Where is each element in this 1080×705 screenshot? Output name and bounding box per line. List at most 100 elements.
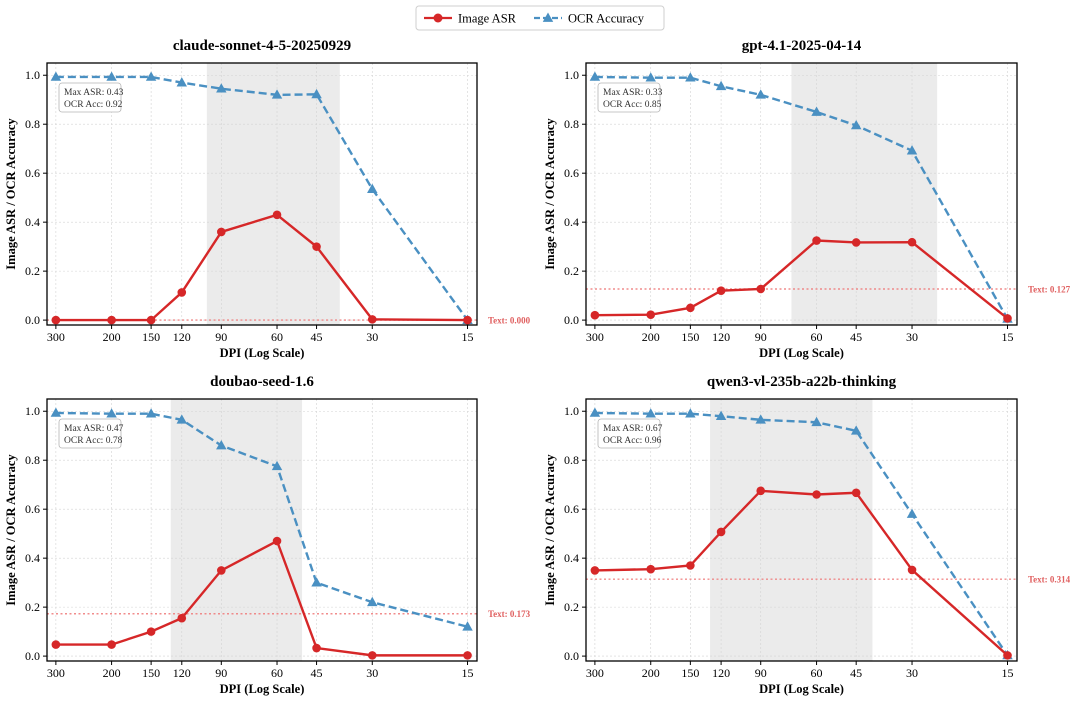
x-tick-label: 15 bbox=[1001, 666, 1013, 680]
x-tick-label: 45 bbox=[850, 330, 862, 344]
x-tick-label: 300 bbox=[586, 330, 604, 344]
chart-title: gpt-4.1-2025-04-14 bbox=[742, 38, 862, 54]
ocr-accuracy-point bbox=[906, 508, 918, 518]
stats-annotation: Max ASR: 0.33 OCR Acc: 0.85 bbox=[597, 82, 663, 113]
image-asr-point bbox=[51, 640, 61, 649]
x-tick-label: 45 bbox=[311, 330, 323, 344]
image-asr-point bbox=[1003, 651, 1012, 660]
ocr-accuracy-point bbox=[106, 71, 117, 81]
image-asr-point bbox=[590, 310, 600, 320]
ocr-accuracy-point bbox=[367, 183, 378, 193]
x-tick-label: 150 bbox=[681, 666, 699, 680]
ocr-accuracy-point bbox=[755, 414, 766, 424]
y-tick-label: 0.0 bbox=[25, 313, 40, 327]
ocr-accuracy-point bbox=[850, 425, 862, 435]
stats-annotation: Max ASR: 0.43 OCR Acc: 0.92 bbox=[58, 82, 124, 113]
y-tick-label: 0.0 bbox=[564, 649, 579, 663]
ocr-accuracy-point bbox=[145, 408, 157, 418]
image-asr-point bbox=[590, 566, 600, 575]
x-tick-label: 200 bbox=[642, 666, 660, 680]
legend-marker bbox=[542, 12, 554, 22]
x-axis-label: DPI (Log Scale) bbox=[759, 346, 844, 360]
y-tick-label: 0.2 bbox=[25, 264, 40, 278]
image-asr-point bbox=[367, 651, 377, 660]
chart-panel: Text: 0.173 Max ASR: 0.47 OCR Acc: 0.78 0.0… bbox=[4, 374, 531, 696]
shaded-region bbox=[170, 399, 303, 661]
legend-entry: OCR Accuracy bbox=[534, 12, 645, 26]
legend-marker bbox=[433, 13, 443, 23]
image-asr-point bbox=[907, 565, 917, 575]
image-asr-point bbox=[756, 486, 766, 496]
image-asr-point bbox=[107, 640, 116, 649]
x-tick-label: 45 bbox=[311, 666, 323, 680]
ocr-accuracy-point bbox=[216, 440, 227, 450]
ocr-accuracy-point bbox=[176, 77, 188, 87]
y-tick-label: 0.0 bbox=[25, 649, 40, 663]
text-baseline-label: Text: 0.314 bbox=[1028, 575, 1071, 585]
stats-annotation: Max ASR: 0.67 OCR Acc: 0.96 bbox=[597, 418, 663, 449]
y-tick-label: 0.2 bbox=[25, 600, 40, 614]
ocr-accuracy-point bbox=[645, 408, 656, 418]
ocr-accuracy-point bbox=[685, 408, 696, 418]
image-asr-point bbox=[1003, 314, 1012, 323]
y-tick-label: 0.6 bbox=[25, 166, 40, 180]
stats-max-asr: Max ASR: 0.67 bbox=[603, 424, 663, 434]
image-asr-point bbox=[907, 237, 917, 247]
y-tick-label: 1.0 bbox=[564, 68, 579, 82]
x-tick-label: 90 bbox=[215, 330, 227, 344]
x-tick-label: 300 bbox=[47, 330, 65, 344]
image-asr-point bbox=[312, 242, 321, 251]
image-asr-point bbox=[146, 627, 156, 636]
x-tick-label: 120 bbox=[173, 330, 191, 344]
ocr-accuracy-point bbox=[715, 410, 727, 420]
image-asr-point bbox=[217, 227, 226, 237]
x-tick-label: 200 bbox=[642, 330, 660, 344]
y-tick-label: 1.0 bbox=[564, 404, 579, 418]
stats-box bbox=[597, 82, 661, 113]
ocr-accuracy-point bbox=[811, 416, 822, 427]
x-tick-label: 60 bbox=[811, 666, 823, 680]
x-tick-label: 90 bbox=[755, 330, 767, 344]
ocr-accuracy-point bbox=[216, 83, 227, 93]
image-asr-point bbox=[146, 315, 156, 325]
ocr-accuracy-point bbox=[715, 80, 727, 91]
text-baseline-label: Text: 0.173 bbox=[488, 609, 531, 619]
x-tick-label: 30 bbox=[366, 330, 378, 344]
y-axis-label: Image ASR / OCR Accuracy bbox=[543, 118, 557, 270]
chart-title: doubao-seed-1.6 bbox=[210, 374, 314, 390]
y-axis-label: Image ASR / OCR Accuracy bbox=[4, 118, 18, 270]
image-asr-point bbox=[217, 566, 226, 575]
x-axis-label: DPI (Log Scale) bbox=[220, 346, 305, 360]
chart-panels: Text: 0.000 Max ASR: 0.43 OCR Acc: 0.92 0.0… bbox=[4, 38, 1071, 696]
y-tick-label: 0.8 bbox=[564, 117, 579, 131]
y-tick-label: 0.8 bbox=[564, 453, 579, 467]
x-tick-label: 15 bbox=[462, 330, 474, 344]
x-tick-label: 150 bbox=[142, 666, 160, 680]
image-asr-point bbox=[686, 303, 695, 313]
x-axis-label: DPI (Log Scale) bbox=[759, 682, 844, 696]
image-asr-point bbox=[812, 236, 821, 245]
x-tick-label: 150 bbox=[681, 330, 699, 344]
shaded-region bbox=[791, 63, 938, 325]
image-asr-point bbox=[851, 238, 861, 247]
x-tick-label: 120 bbox=[712, 330, 730, 344]
shaded-region bbox=[206, 63, 340, 325]
x-tick-label: 60 bbox=[811, 330, 823, 344]
image-asr-point bbox=[646, 310, 656, 320]
plot-frame bbox=[585, 398, 1018, 662]
stats-ocr-acc: OCR Acc: 0.92 bbox=[64, 100, 123, 110]
x-tick-label: 200 bbox=[103, 330, 121, 344]
image-asr-point bbox=[756, 284, 766, 294]
image-asr-point bbox=[812, 490, 821, 499]
ocr-accuracy-point bbox=[850, 119, 862, 130]
ocr-accuracy-point bbox=[50, 407, 62, 417]
y-tick-label: 0.8 bbox=[25, 453, 40, 467]
ocr-accuracy-point bbox=[589, 407, 601, 417]
x-tick-label: 60 bbox=[271, 666, 283, 680]
image-asr-point bbox=[272, 536, 282, 546]
image-asr-point bbox=[463, 651, 472, 660]
x-tick-label: 120 bbox=[173, 666, 191, 680]
chart-panel: Text: 0.000 Max ASR: 0.43 OCR Acc: 0.92 0.0… bbox=[4, 38, 531, 360]
y-tick-label: 0.4 bbox=[564, 215, 579, 229]
y-tick-label: 0.0 bbox=[564, 313, 579, 327]
